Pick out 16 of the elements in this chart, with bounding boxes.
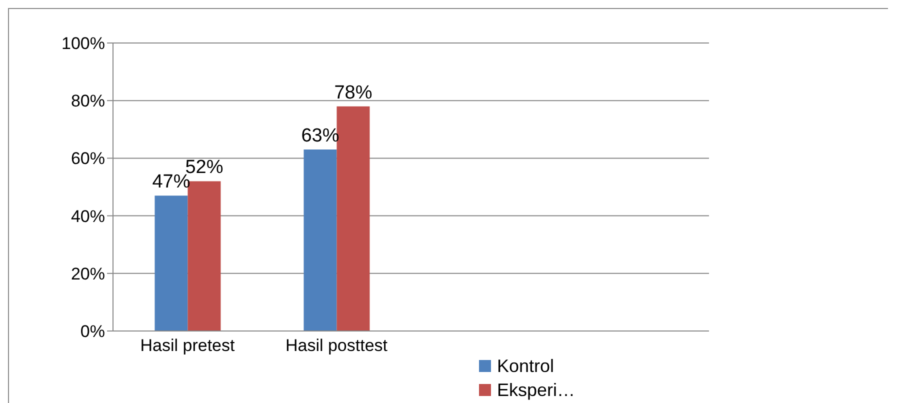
bar [304,150,337,331]
y-tick-label: 40% [70,206,105,226]
data-label: 52% [185,157,224,178]
y-tick-label: 100% [62,34,105,54]
bar [188,181,221,331]
legend-label: Kontrol [497,355,554,378]
y-tick-label: 0% [80,322,105,342]
y-tick-label: 60% [70,149,105,168]
x-tick-label: Hasil pretest [140,336,236,356]
bar [154,196,188,331]
bar [336,106,370,331]
y-tick-label: 20% [70,264,105,284]
data-label: 78% [334,82,372,104]
y-tick-label: 80% [70,92,105,111]
x-tick-label: Hasil posttest [285,336,388,356]
legend-label: Eksperi… [497,379,576,402]
